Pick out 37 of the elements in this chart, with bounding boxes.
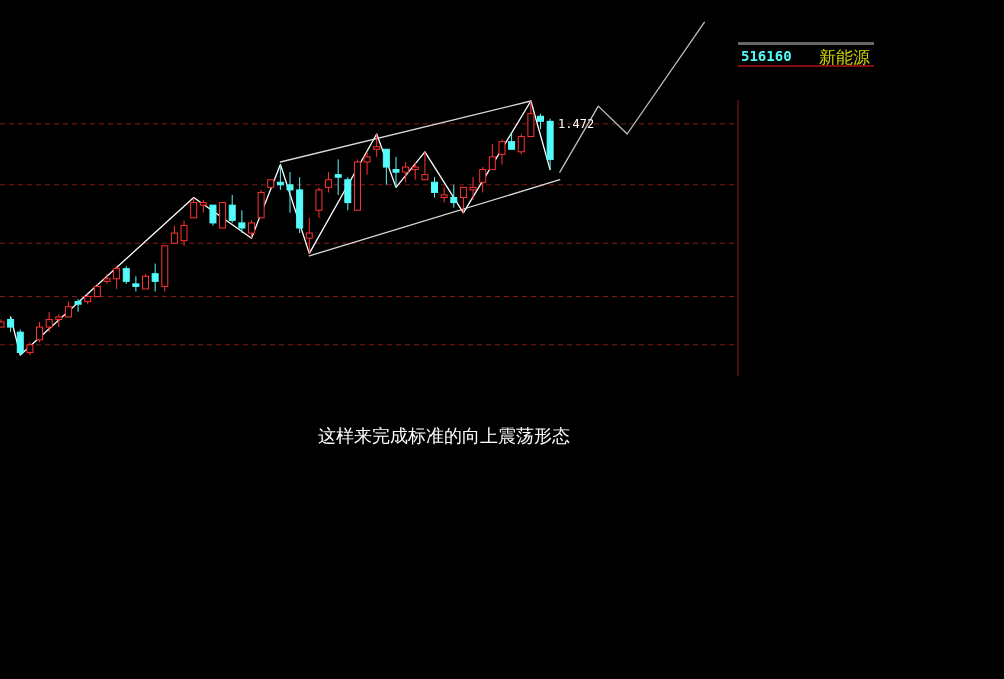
candlestick [459, 186, 467, 214]
candlestick [74, 298, 82, 313]
candlestick [431, 176, 439, 199]
candlestick [479, 166, 487, 193]
text: 新能源 [819, 47, 870, 67]
candlestick [450, 184, 458, 209]
candlestick [373, 133, 381, 158]
candlestick [16, 329, 24, 356]
candlestick [305, 217, 313, 254]
candlestick [315, 186, 323, 219]
candlestick [286, 171, 294, 214]
candlestick [103, 273, 111, 285]
candlestick [527, 100, 535, 138]
candlestick [132, 275, 140, 292]
candlestick [382, 148, 390, 186]
candlestick [325, 171, 333, 193]
candlestick [392, 156, 400, 188]
candlestick [238, 209, 246, 234]
candlestick [469, 176, 477, 201]
candlestick [190, 197, 198, 219]
candlestick [151, 263, 159, 292]
text: 这样来完成标准的向上震荡形态 [318, 426, 570, 446]
candlestick [36, 321, 44, 343]
candlestick [180, 219, 188, 247]
candlestick [421, 151, 429, 181]
candlestick [498, 138, 506, 165]
candlestick [344, 176, 352, 211]
text: 516160 [741, 48, 792, 64]
candlestick [209, 204, 217, 226]
candlestick [45, 311, 53, 333]
candlestick [402, 161, 410, 183]
candlestick [228, 194, 236, 224]
candlestick [517, 133, 525, 155]
candlestick [334, 158, 342, 196]
candlestick [363, 151, 371, 176]
candlestick [113, 265, 121, 290]
candlestick [488, 143, 496, 171]
